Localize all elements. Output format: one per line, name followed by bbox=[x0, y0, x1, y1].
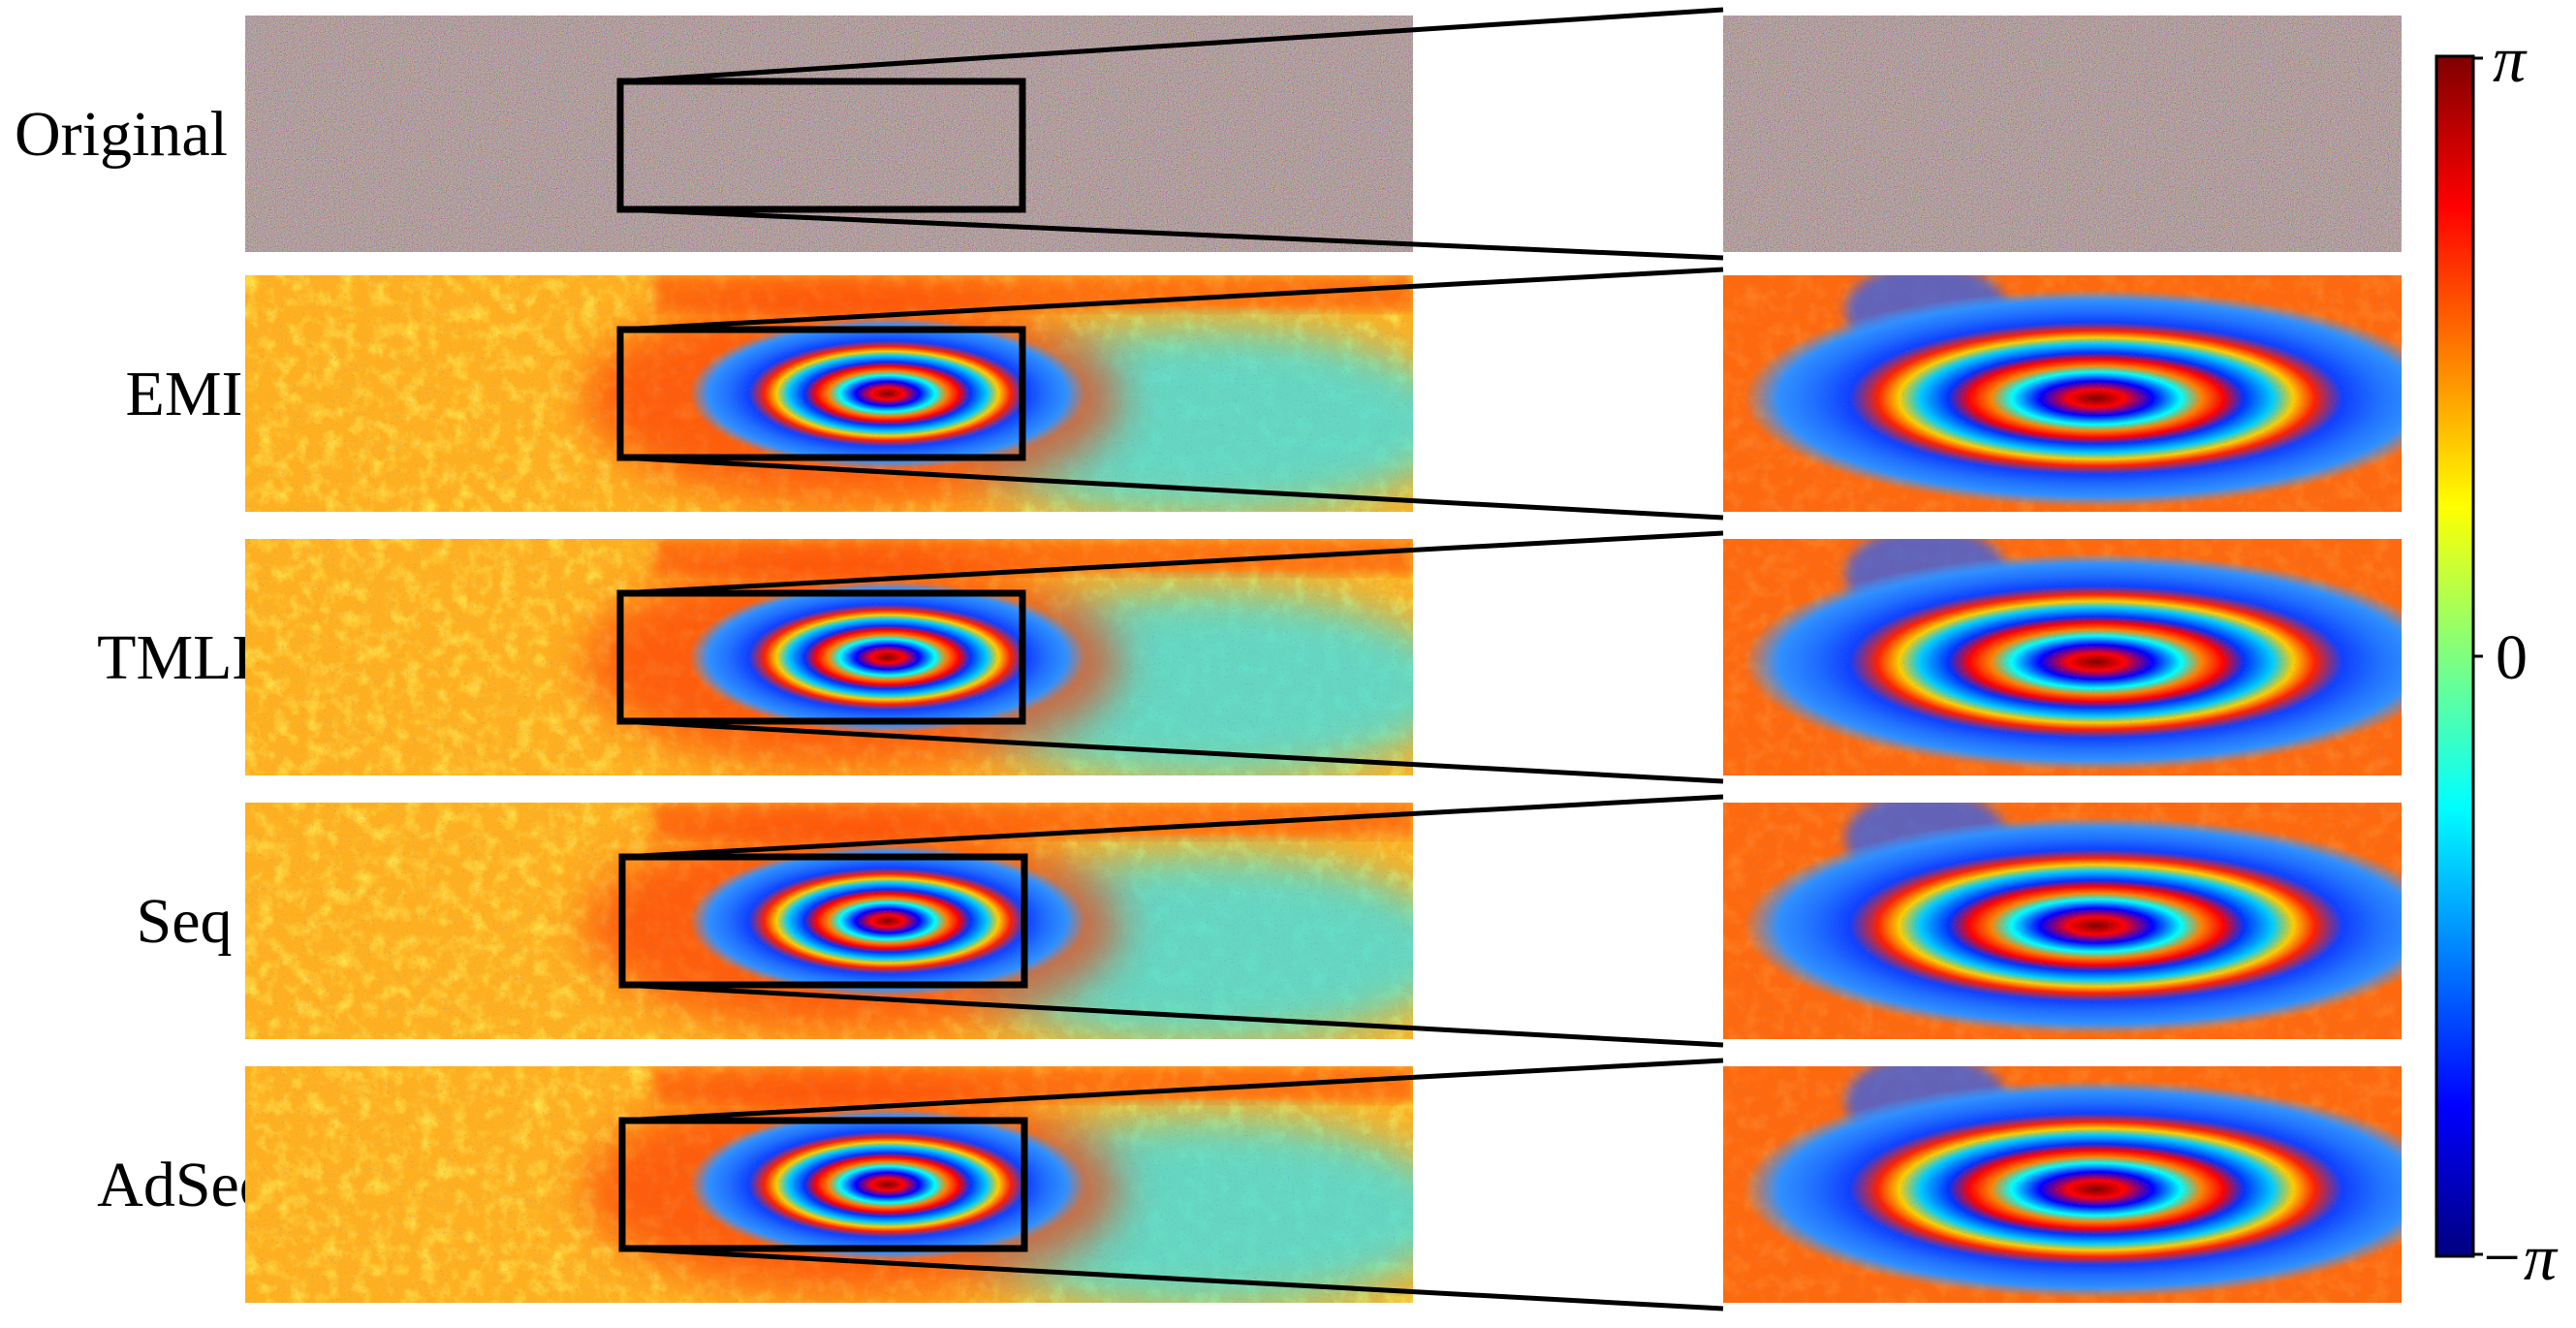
colorbar-mid-label: 0 bbox=[2496, 622, 2528, 693]
zoom-panel bbox=[1723, 1066, 2402, 1303]
row-emi: EMI bbox=[126, 267, 2402, 521]
connector-line-bottom bbox=[621, 982, 1724, 1048]
main-panel bbox=[245, 1066, 1413, 1303]
row-label: Original bbox=[15, 99, 228, 170]
rows-layer: Original EMI TMLE Seq AdSeq bbox=[15, 7, 2402, 1312]
zoom-region-box bbox=[618, 853, 1028, 989]
connector-line-top bbox=[621, 794, 1724, 860]
connector-line-top bbox=[621, 1058, 1724, 1123]
zoom-region-box bbox=[618, 1117, 1028, 1252]
row-tmle: TMLE bbox=[97, 530, 2402, 784]
zoom-region-box bbox=[616, 589, 1026, 725]
connector-line-bottom bbox=[619, 455, 1724, 521]
row-label: Seq bbox=[137, 886, 233, 957]
row-adseq: AdSeq bbox=[97, 1058, 2402, 1312]
connector-line-top bbox=[619, 530, 1724, 596]
zoom-panel bbox=[1723, 16, 2402, 252]
row-original: Original bbox=[15, 7, 2402, 261]
connector-line-top bbox=[619, 7, 1724, 84]
row-label: EMI bbox=[126, 359, 243, 429]
connector-line-bottom bbox=[621, 1246, 1724, 1312]
row-label: TMLE bbox=[97, 622, 271, 693]
main-panel bbox=[245, 16, 1413, 252]
colorbar: π 0 −π bbox=[2435, 22, 2559, 1294]
main-panel bbox=[245, 275, 1413, 512]
zoom-region-box bbox=[616, 326, 1026, 461]
zoom-panel bbox=[1723, 539, 2402, 775]
colorbar-bottom-label: −π bbox=[2479, 1220, 2559, 1294]
zoom-region-box bbox=[616, 78, 1026, 213]
connector-line-bottom bbox=[619, 206, 1724, 261]
main-panel bbox=[245, 539, 1413, 775]
main-panel bbox=[245, 803, 1413, 1039]
zoom-panel bbox=[1723, 275, 2402, 512]
colorbar-top-label: π bbox=[2493, 22, 2528, 96]
row-label: AdSeq bbox=[97, 1150, 271, 1220]
zoom-panel bbox=[1723, 803, 2402, 1039]
row-seq: Seq bbox=[137, 794, 2402, 1048]
connector-line-bottom bbox=[619, 718, 1724, 784]
connector-line-top bbox=[619, 267, 1724, 332]
colorbar-scale bbox=[2435, 54, 2475, 1258]
